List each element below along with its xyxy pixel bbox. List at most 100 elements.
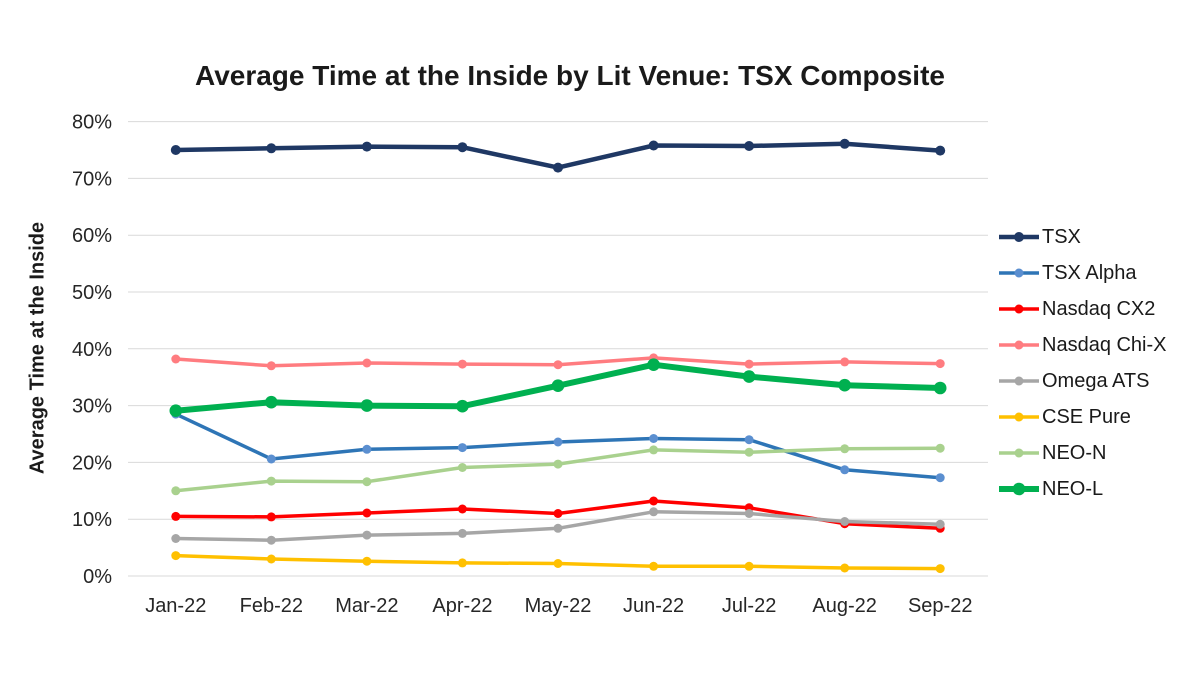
data-point-omega-ats-feb-22 <box>266 535 276 545</box>
data-point-neo-l-may-22 <box>551 379 565 393</box>
series-nasdaq-chi-x <box>171 353 945 371</box>
data-point-cse-pure-mar-22 <box>362 556 372 566</box>
data-point-tsx-alpha-aug-22 <box>840 465 850 475</box>
data-point-tsx-sep-22 <box>935 145 946 156</box>
data-point-nasdaq-cx2-mar-22 <box>362 508 372 518</box>
data-point-nasdaq-chi-x-mar-22 <box>362 358 372 368</box>
data-point-nasdaq-chi-x-sep-22 <box>935 359 945 369</box>
chart-title: Average Time at the Inside by Lit Venue:… <box>195 60 945 91</box>
chart-legend: TSX TSX Alpha Nasdaq CX2 Nasdaq Chi-X Omega … <box>998 219 1167 507</box>
x-tick-label: Jan-22 <box>145 595 206 617</box>
legend-item-tsx-alpha: TSX Alpha <box>998 255 1167 291</box>
legend-marker-tsx-alpha <box>999 268 1039 278</box>
legend-item-omega-ats: Omega ATS <box>998 363 1167 399</box>
x-tick-label: Aug-22 <box>812 595 877 617</box>
x-tick-label: Jul-22 <box>722 595 776 617</box>
x-tick-label: Apr-22 <box>432 595 492 617</box>
legend-item-nasdaq-chi-x: Nasdaq Chi-X <box>998 327 1167 363</box>
data-point-tsx-jun-22 <box>648 140 659 151</box>
data-point-tsx-alpha-sep-22 <box>935 473 945 483</box>
gridlines <box>128 121 988 577</box>
data-point-cse-pure-feb-22 <box>266 554 276 564</box>
data-point-nasdaq-chi-x-feb-22 <box>266 361 276 371</box>
data-point-tsx-jan-22 <box>170 145 181 155</box>
x-axis-tick-labels: Jan-22 Feb-22 Mar-22 Apr-22 May-22 Jun-22 Jul-… <box>145 595 972 617</box>
legend-marker-nasdaq-chi-x <box>999 340 1039 350</box>
legend-item-nasdaq-cx2: Nasdaq CX2 <box>998 291 1167 327</box>
legend-item-cse-pure: CSE Pure <box>998 399 1167 435</box>
legend-item-neo-l: NEO-L <box>998 471 1167 507</box>
series-tsx <box>170 138 946 173</box>
data-point-omega-ats-jul-22 <box>744 509 754 518</box>
data-point-neo-l-aug-22 <box>838 378 851 392</box>
legend-label: CSE Pure <box>1042 405 1131 428</box>
series-tsx-alpha <box>171 409 945 483</box>
x-tick-label: May-22 <box>525 595 592 617</box>
y-tick-label: 30% <box>72 396 112 418</box>
data-point-tsx-alpha-feb-22 <box>266 454 276 464</box>
data-point-neo-n-apr-22 <box>457 463 467 472</box>
data-point-nasdaq-chi-x-apr-22 <box>457 359 467 369</box>
data-point-omega-ats-aug-22 <box>840 517 850 526</box>
data-point-nasdaq-cx2-feb-22 <box>266 512 276 522</box>
data-point-nasdaq-cx2-jun-22 <box>649 496 659 506</box>
data-point-neo-n-sep-22 <box>935 443 945 453</box>
y-tick-label: 10% <box>72 509 112 531</box>
data-point-neo-l-jan-22 <box>169 404 183 418</box>
data-point-neo-n-aug-22 <box>840 444 850 454</box>
data-point-neo-n-jun-22 <box>649 445 659 455</box>
legend-label: NEO-L <box>1042 477 1104 500</box>
legend-marker-neo-n <box>999 448 1039 458</box>
y-tick-label: 70% <box>72 168 112 190</box>
y-tick-label: 0% <box>83 566 112 588</box>
legend-label: Nasdaq Chi-X <box>1042 333 1167 356</box>
y-tick-label: 40% <box>72 339 112 361</box>
data-point-omega-ats-may-22 <box>553 523 563 533</box>
data-point-neo-l-feb-22 <box>265 395 278 409</box>
legend-item-tsx: TSX <box>998 219 1167 255</box>
legend-marker-omega-ats <box>999 376 1039 386</box>
data-point-omega-ats-sep-22 <box>935 519 945 529</box>
y-tick-label: 50% <box>72 282 112 304</box>
data-point-tsx-alpha-apr-22 <box>457 443 467 453</box>
series-line-neo-n <box>174 446 942 493</box>
data-point-tsx-feb-22 <box>266 143 277 154</box>
data-point-tsx-jul-22 <box>744 141 755 151</box>
data-point-omega-ats-mar-22 <box>362 530 372 540</box>
data-point-tsx-alpha-jul-22 <box>744 435 754 445</box>
data-point-tsx-alpha-jun-22 <box>649 434 659 443</box>
data-point-omega-ats-jun-22 <box>649 507 659 517</box>
legend-marker-cse-pure <box>999 412 1039 422</box>
x-tick-label: Feb-22 <box>240 595 303 617</box>
legend-label: TSX <box>1042 225 1081 248</box>
data-point-neo-l-jul-22 <box>742 370 756 383</box>
legend-label: NEO-N <box>1042 441 1107 464</box>
x-tick-label: Sep-22 <box>908 595 973 617</box>
data-point-cse-pure-jan-22 <box>171 551 181 561</box>
data-point-nasdaq-chi-x-jul-22 <box>744 359 754 369</box>
series-omega-ats <box>171 507 945 545</box>
data-point-tsx-alpha-may-22 <box>553 437 563 447</box>
series-cse-pure <box>171 551 945 574</box>
legend-marker-tsx <box>999 232 1039 242</box>
data-point-tsx-apr-22 <box>457 142 468 153</box>
x-tick-label: Jun-22 <box>623 595 684 617</box>
data-point-tsx-may-22 <box>553 162 563 173</box>
data-point-cse-pure-aug-22 <box>840 563 850 573</box>
data-point-cse-pure-apr-22 <box>457 558 467 568</box>
data-point-cse-pure-jun-22 <box>649 561 659 571</box>
data-point-tsx-aug-22 <box>839 138 850 149</box>
legend-label: TSX Alpha <box>1042 261 1137 284</box>
data-point-neo-n-jul-22 <box>744 447 754 457</box>
data-point-cse-pure-may-22 <box>553 559 563 568</box>
data-point-omega-ats-jan-22 <box>171 534 181 543</box>
legend-label: Nasdaq CX2 <box>1042 297 1156 320</box>
data-point-neo-l-sep-22 <box>933 381 947 395</box>
legend-item-neo-n: NEO-N <box>998 435 1167 471</box>
data-point-neo-n-jan-22 <box>171 486 181 496</box>
y-axis-tick-labels: 0% 10% 20% 30% 40% 50% 60% 70% 80% <box>72 112 112 588</box>
data-point-tsx-mar-22 <box>361 141 372 152</box>
data-point-nasdaq-chi-x-may-22 <box>553 360 563 370</box>
data-point-neo-n-feb-22 <box>266 476 276 486</box>
